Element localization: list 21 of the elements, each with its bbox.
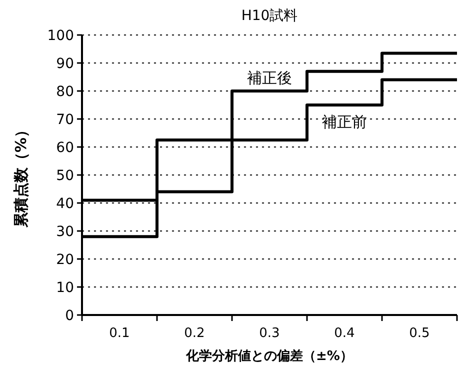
y-tick-label: 60 <box>56 140 74 156</box>
y-tick-label: 10 <box>56 280 74 296</box>
x-tick-label: 0.1 <box>109 326 130 341</box>
chart-title: H10試料 <box>241 8 298 24</box>
y-axis-title: 累積点数（%） <box>12 122 30 229</box>
y-tick-label: 70 <box>56 112 74 128</box>
x-tick-label: 0.2 <box>184 326 205 341</box>
y-tick-label: 20 <box>56 252 74 268</box>
y-tick-label: 100 <box>47 28 74 44</box>
y-tick-label: 50 <box>56 168 74 184</box>
y-tick-label: 30 <box>56 224 74 240</box>
x-tick-label: 0.5 <box>409 326 430 341</box>
series-label: 補正前 <box>322 113 367 131</box>
y-tick-label: 90 <box>56 56 74 72</box>
y-tick-label: 80 <box>56 84 74 100</box>
x-tick-label: 0.4 <box>334 326 355 341</box>
y-tick-label: 0 <box>65 308 74 324</box>
y-tick-label: 40 <box>56 196 74 212</box>
x-tick-label: 0.3 <box>259 326 280 341</box>
series-label: 補正後 <box>247 69 292 87</box>
x-axis-title: 化学分析値との偏差（±%） <box>185 349 353 364</box>
